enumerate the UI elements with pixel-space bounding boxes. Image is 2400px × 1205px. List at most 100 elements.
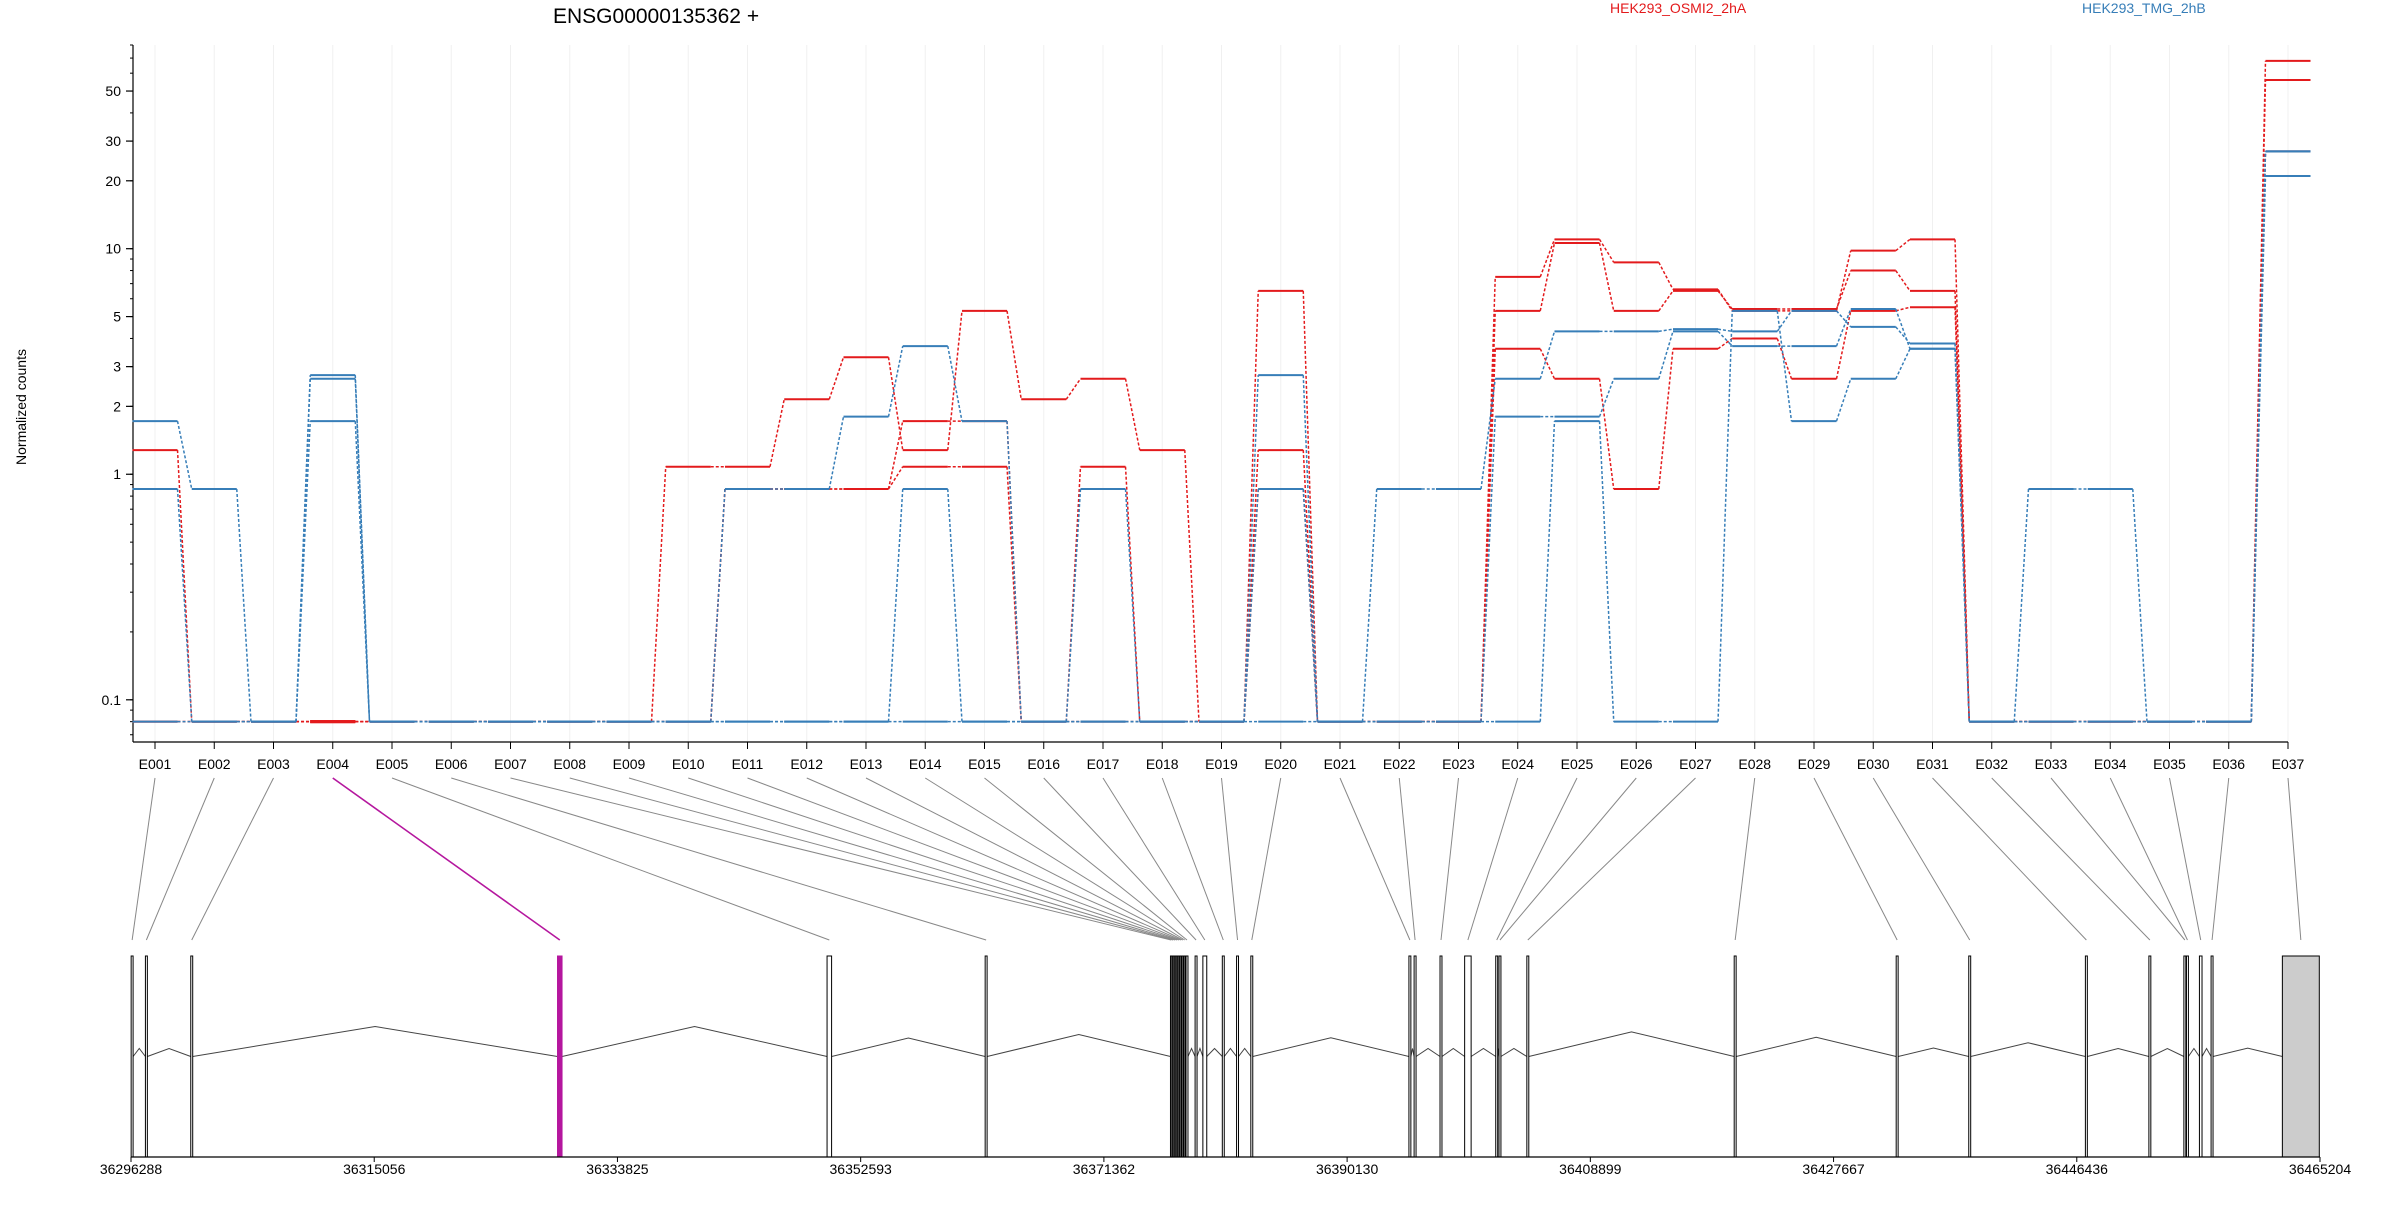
- series-4-connector: [947, 345, 963, 422]
- mapping-line-e030: [1872, 777, 1971, 941]
- genomic-tick-label: 36390130: [1316, 1161, 1379, 1177]
- mapping-line-e017: [1102, 777, 1206, 941]
- genomic-tick-label: 36446436: [2046, 1161, 2109, 1177]
- series-6-connector: [2250, 151, 2267, 722]
- exon-box-e029: [1895, 955, 1899, 1158]
- x-tick-label-e025: E025: [1561, 756, 1594, 772]
- series-5-connector: [887, 488, 904, 722]
- series-1-connector: [1184, 450, 1200, 722]
- exon-box-e035: [2198, 955, 2203, 1158]
- intron-29: [1898, 1047, 1969, 1057]
- intron-4: [561, 1025, 828, 1057]
- mapping-line-e015: [984, 777, 1188, 941]
- x-tick-label-e015: E015: [968, 756, 1001, 772]
- intron-35: [2201, 1047, 2212, 1057]
- mapping-line-e002: [145, 777, 215, 941]
- exon-box-e001: [130, 955, 134, 1158]
- x-tick-label-e037: E037: [2272, 756, 2305, 772]
- exon-box-e037: [2281, 955, 2320, 1158]
- series-2-connector: [1658, 290, 1674, 312]
- y-tick-label: 3: [113, 359, 121, 375]
- genomic-tick-label: 36371362: [1073, 1161, 1136, 1177]
- series-5-connector: [1243, 488, 1259, 722]
- series-4-connector: [887, 345, 904, 417]
- genomic-tick-label: 36315056: [343, 1161, 406, 1177]
- mapping-line-e029: [1813, 777, 1898, 941]
- intron-22: [1415, 1047, 1441, 1057]
- intron-5: [831, 1037, 986, 1057]
- intron-36: [2212, 1047, 2283, 1057]
- mapping-line-e034: [2109, 777, 2188, 941]
- mapping-line-e001: [131, 777, 156, 941]
- y-tick-label: 50: [105, 83, 121, 99]
- mapping-line-e008: [569, 777, 1174, 941]
- genomic-tick-label: 36465204: [2289, 1161, 2352, 1177]
- x-tick-label-e018: E018: [1146, 756, 1179, 772]
- series-1-connector: [1006, 310, 1022, 400]
- x-tick-label-e006: E006: [435, 756, 468, 772]
- gene-model: 36296288 36315056 36333825 36352593 36371362…: [100, 777, 2352, 1177]
- series-1-connector: [1539, 239, 1556, 278]
- x-tick-label-e012: E012: [790, 756, 823, 772]
- series-4-connector: [1835, 310, 1852, 328]
- series-4-connector: [1243, 375, 1259, 722]
- series-3-connector: [887, 466, 904, 490]
- exon-box-e005: [826, 955, 833, 1158]
- exon-box-e024: [1464, 955, 1472, 1158]
- intron-21: [1410, 1048, 1415, 1057]
- genomic-tick-label: 36333825: [586, 1161, 649, 1177]
- series-4-connector: [828, 416, 845, 490]
- intron-6: [986, 1033, 1171, 1057]
- exon-box-e015: [1185, 955, 1189, 1158]
- exon-box-e026: [1498, 955, 1502, 1158]
- mapping-line-e023: [1440, 777, 1459, 941]
- exon-box-e023: [1439, 955, 1443, 1158]
- series-4-connector: [710, 488, 726, 722]
- exon-box-e008: [1171, 955, 1175, 1158]
- y-tick-label: 0.1: [102, 692, 122, 708]
- mapping-line-e025: [1496, 777, 1578, 941]
- series-6-connector: [1954, 348, 1970, 722]
- mapping-line-e016: [1043, 777, 1197, 941]
- exon-box-e025: [1495, 955, 1499, 1158]
- series-5-connector: [1480, 416, 1496, 722]
- mapping-line-e026: [1499, 777, 1637, 941]
- series-1-connector: [1124, 378, 1141, 451]
- intron-17: [1206, 1047, 1223, 1057]
- genomic-tick-label: 36296288: [100, 1161, 163, 1177]
- mapping-line-e004: [332, 777, 561, 941]
- mapping-line-e035: [2169, 777, 2202, 941]
- x-tick-label-e020: E020: [1264, 756, 1297, 772]
- series-6-connector: [354, 421, 371, 722]
- series-3-connector: [1539, 348, 1556, 380]
- chart-title: ENSG00000135362 +: [553, 5, 759, 28]
- series-1-connector: [1895, 238, 1911, 252]
- x-tick-label-e019: E019: [1205, 756, 1238, 772]
- genomic-tick-label: 36408899: [1559, 1161, 1622, 1177]
- intron-34: [2188, 1047, 2200, 1057]
- x-tick-label-e003: E003: [257, 756, 290, 772]
- series-5-connector: [1598, 378, 1615, 417]
- x-tick-label-e032: E032: [1975, 756, 2008, 772]
- mapping-line-e006: [451, 777, 987, 941]
- intron-18: [1223, 1047, 1237, 1057]
- y-tick-label: 10: [105, 241, 121, 257]
- mapping-line-e018: [1161, 777, 1224, 941]
- series-2-connector: [1954, 290, 1970, 722]
- series-6-connector: [1835, 378, 1852, 422]
- intron-16: [1196, 1047, 1204, 1057]
- x-tick-label-e036: E036: [2212, 756, 2245, 772]
- series-4-connector: [176, 420, 193, 490]
- x-tick-label-e011: E011: [732, 756, 764, 772]
- series-1-connector: [1065, 378, 1082, 400]
- exon-box-e036: [2210, 955, 2214, 1158]
- mapping-line-e031: [1932, 777, 2087, 941]
- series-4-connector: [1776, 310, 1793, 332]
- x-tick-label-e027: E027: [1679, 756, 1712, 772]
- series-6: [132, 150, 2311, 723]
- intron-20: [1252, 1037, 1410, 1057]
- exon-box-e027: [1526, 955, 1530, 1158]
- mapping-line-e010: [688, 777, 1178, 941]
- intron-19: [1238, 1047, 1252, 1057]
- x-tick-label-e007: E007: [494, 756, 527, 772]
